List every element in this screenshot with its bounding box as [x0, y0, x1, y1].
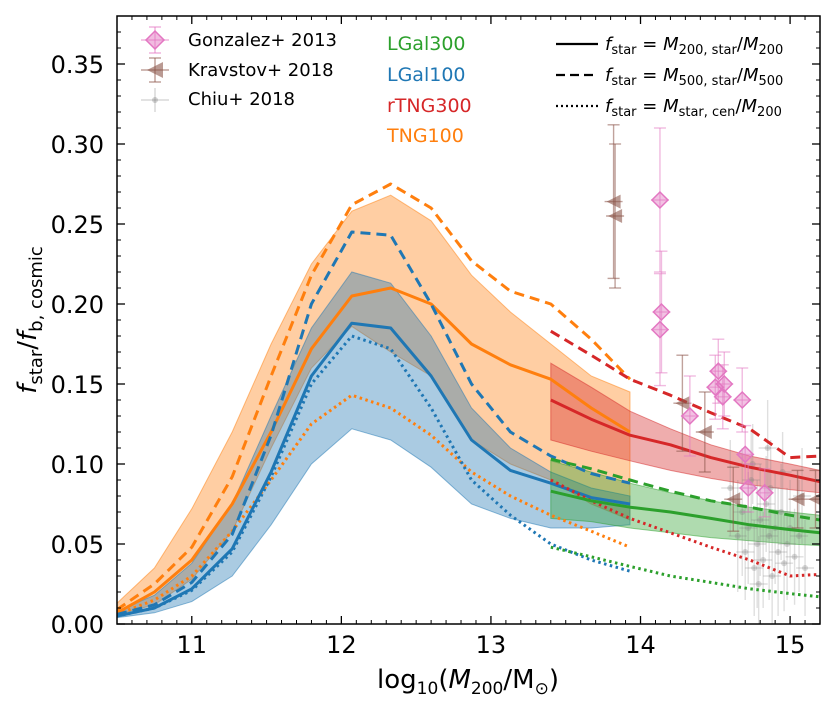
- gonzalez-point: [652, 250, 671, 374]
- x-axis-title: log10(M200/M⊙): [377, 665, 559, 699]
- line-rtng300-m200: [550, 398, 820, 484]
- y-tick-label: 0.35: [51, 51, 104, 79]
- kravstov-point: [604, 124, 623, 280]
- gonzalez-point: [755, 468, 774, 518]
- kravstov-2018-points: [604, 124, 820, 532]
- gonzalez-point: [650, 272, 670, 387]
- axis-ticks: 11 12 13 14 15 0.00 0.05 0.10 0.15 0.20 0.25 0.30 0.…: [51, 16, 821, 659]
- legend-line-styles: fstar = M200, star/M200 fstar = M500, st…: [556, 34, 783, 120]
- line-lgal300-m200: [550, 489, 820, 535]
- chiu-point: [796, 520, 815, 616]
- legend-rtng300: rTNG300: [387, 95, 472, 117]
- chiu-point: [751, 464, 770, 576]
- line-tng100-m200: [117, 286, 631, 615]
- kravstov-point: [724, 466, 743, 532]
- kravstov-point: [788, 469, 807, 529]
- chiu-point: [775, 515, 794, 612]
- chiu-point: [763, 528, 782, 624]
- kravstov-point: [606, 143, 625, 289]
- band-lgal100: [117, 271, 631, 619]
- legend-kravstov-label: Kravstov+ 2018: [188, 60, 334, 81]
- chiu-point: [749, 536, 768, 624]
- line-tng100-cen: [117, 393, 631, 616]
- x-tick-label: 13: [476, 631, 507, 659]
- y-tick-label: 0.05: [51, 531, 104, 559]
- gonzalez-point: [733, 367, 752, 433]
- chiu-point: [758, 400, 777, 496]
- legend-chiu-marker: [141, 88, 169, 112]
- y-axis-title: fstar/fb, cosmic: [13, 246, 47, 394]
- chiu-point: [772, 464, 791, 560]
- y-tick-label: 0.20: [51, 291, 104, 319]
- gonzalez-2013-points: [650, 127, 774, 518]
- line-lgal100-cen: [117, 334, 631, 618]
- gonzalez-point: [715, 351, 734, 417]
- model-lines: [117, 182, 820, 618]
- legend-lgal100: LGal100: [387, 64, 466, 86]
- legend-gonzalez-marker: [141, 26, 169, 54]
- legend-lgal300: LGal300: [387, 33, 466, 55]
- chiu-point: [721, 440, 740, 536]
- legend-chiu-label: Chiu+ 2018: [188, 89, 295, 110]
- x-tick-label: 14: [625, 631, 656, 659]
- chiu-point: [745, 520, 764, 616]
- line-lgal300-cen: [550, 545, 820, 599]
- legend-observations: Gonzalez+ 2013 Kravstov+ 2018 Chiu+ 2018: [141, 26, 337, 112]
- line-rtng300-m500: [550, 329, 820, 460]
- x-tick-label: 11: [177, 631, 208, 659]
- band-rtng300: [550, 362, 820, 494]
- chiu-point: [736, 504, 755, 600]
- gonzalez-point: [736, 424, 755, 484]
- legend-models: LGal300 LGal100 rTNG300 TNG100: [386, 33, 472, 147]
- gonzalez-point: [650, 127, 670, 273]
- gonzalez-point: [680, 375, 699, 457]
- chiu-point: [769, 488, 788, 616]
- legend-dotted-label: fstar = Mstar, cen/M200: [605, 96, 782, 120]
- chiu-point: [778, 488, 797, 600]
- y-tick-label: 0.15: [51, 371, 104, 399]
- legend-solid-label: fstar = M200, star/M200: [605, 34, 783, 58]
- x-tick-label: 15: [775, 631, 806, 659]
- y-tick-label: 0.10: [51, 451, 104, 479]
- legend-dashed-label: fstar = M500, star/M500: [605, 65, 783, 89]
- y-tick-label: 0.00: [51, 611, 104, 639]
- legend-tng100: TNG100: [386, 125, 464, 147]
- plot-area: [117, 124, 820, 624]
- legend-gonzalez-label: Gonzalez+ 2013: [188, 30, 337, 51]
- y-tick-label: 0.25: [51, 211, 104, 239]
- line-rtng300-cen: [550, 478, 820, 578]
- x-tick-label: 12: [326, 631, 357, 659]
- kravstov-point: [673, 354, 692, 452]
- legend-kravstov-marker: [141, 57, 169, 83]
- chiu-point: [754, 512, 773, 608]
- kravstov-point: [695, 391, 714, 473]
- gonzalez-point: [739, 463, 758, 513]
- chiu-point: [785, 508, 804, 605]
- gonzalez-point: [713, 364, 732, 430]
- y-tick-label: 0.30: [51, 131, 104, 159]
- chiu-point: [748, 480, 767, 608]
- line-lgal300-m500: [550, 457, 820, 522]
- line-tng100-m500: [117, 182, 632, 611]
